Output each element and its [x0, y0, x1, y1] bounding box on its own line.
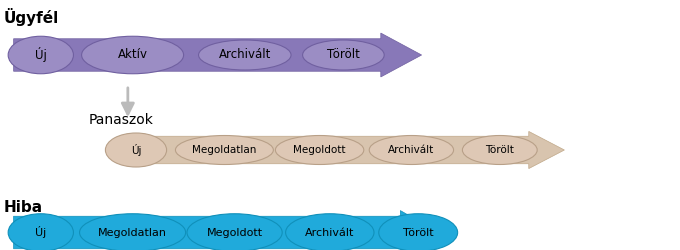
Text: Ügyfél: Ügyfél — [3, 8, 58, 26]
Text: Megoldott: Megoldott — [293, 145, 346, 155]
Ellipse shape — [187, 214, 282, 250]
Text: Új: Új — [131, 144, 141, 156]
Ellipse shape — [275, 136, 364, 164]
Text: Törölt: Törölt — [403, 228, 434, 237]
FancyArrow shape — [14, 33, 422, 77]
Ellipse shape — [105, 133, 167, 167]
Ellipse shape — [462, 136, 537, 164]
Ellipse shape — [175, 136, 273, 164]
Text: Új: Új — [35, 48, 47, 62]
Text: Megoldatlan: Megoldatlan — [98, 228, 167, 237]
Ellipse shape — [379, 214, 458, 250]
Ellipse shape — [303, 40, 384, 70]
Ellipse shape — [80, 214, 186, 250]
Text: Új: Új — [35, 226, 46, 238]
Text: Archivált: Archivált — [388, 145, 435, 155]
Text: Hiba: Hiba — [3, 200, 43, 215]
Text: Aktív: Aktív — [118, 48, 148, 62]
Ellipse shape — [369, 136, 454, 164]
Text: Törölt: Törölt — [327, 48, 360, 62]
Text: Megoldott: Megoldott — [207, 228, 262, 237]
Text: Törölt: Törölt — [486, 145, 514, 155]
Text: Megoldatlan: Megoldatlan — [192, 145, 256, 155]
FancyArrow shape — [119, 132, 564, 168]
Ellipse shape — [8, 214, 73, 250]
Text: Panaszok: Panaszok — [88, 113, 153, 127]
Ellipse shape — [286, 214, 374, 250]
Text: Archivált: Archivált — [218, 48, 271, 62]
Ellipse shape — [8, 36, 73, 74]
Ellipse shape — [199, 40, 291, 70]
Ellipse shape — [82, 36, 184, 74]
FancyArrow shape — [14, 210, 439, 250]
Text: Archivált: Archivált — [305, 228, 354, 237]
